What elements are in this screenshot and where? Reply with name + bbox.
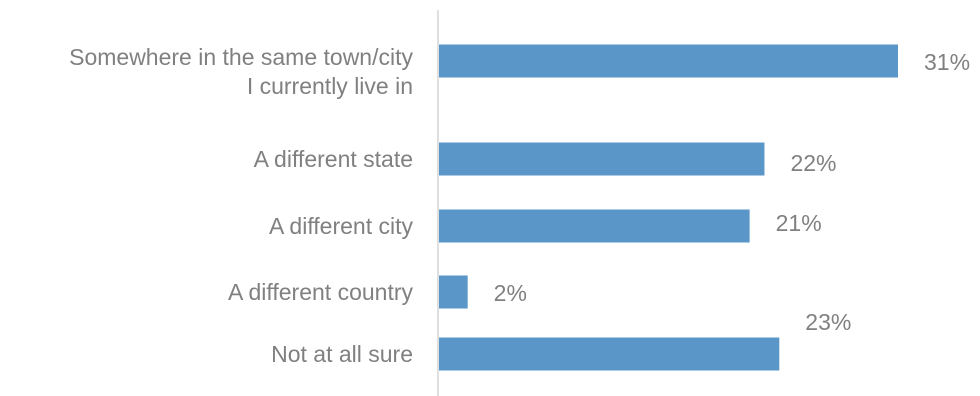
value-label-4: 23% — [805, 309, 851, 335]
category-label-1: A different state — [254, 146, 413, 172]
category-label-0: Somewhere in the same town/city I current… — [69, 44, 413, 99]
bar-1 — [439, 142, 765, 176]
category-label-line: I currently live in — [247, 73, 413, 99]
bar-3 — [439, 275, 468, 309]
category-label-3: A different country — [228, 279, 413, 305]
category-label-line: A different country — [228, 279, 413, 305]
category-label-2: A different city — [269, 213, 414, 239]
category-label-line: A different city — [269, 213, 414, 239]
category-label-line: Somewhere in the same town/city — [69, 44, 413, 70]
bars-layer — [439, 44, 898, 371]
category-label-4: Not at all sure — [271, 341, 413, 367]
category-labels-layer: Somewhere in the same town/city I current… — [69, 44, 413, 367]
value-label-3: 2% — [494, 280, 527, 306]
bar-2 — [439, 209, 750, 243]
bar-4 — [439, 337, 780, 371]
category-label-line: A different state — [254, 146, 413, 172]
category-label-line: Not at all sure — [271, 341, 413, 367]
value-label-0: 31% — [924, 49, 970, 75]
value-label-1: 22% — [790, 150, 836, 176]
bar-0 — [439, 44, 898, 78]
value-labels-layer: 31% 22% 21% 2% 23% — [494, 49, 970, 335]
value-label-2: 21% — [776, 210, 822, 236]
